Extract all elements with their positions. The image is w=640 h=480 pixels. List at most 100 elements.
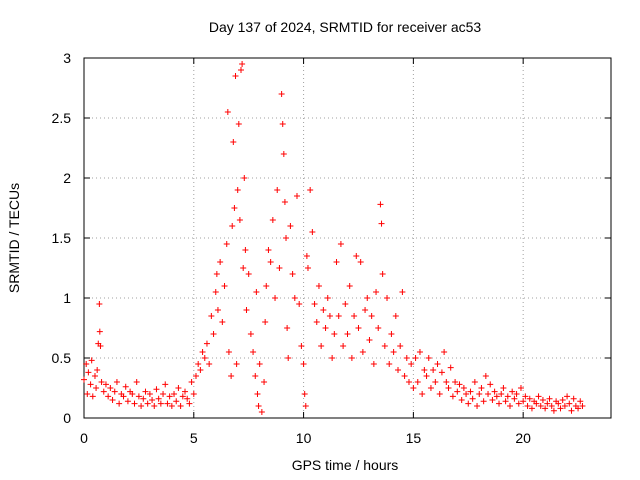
data-point bbox=[238, 67, 245, 73]
data-point bbox=[432, 379, 439, 385]
data-point bbox=[355, 325, 362, 331]
data-point bbox=[267, 259, 274, 265]
x-tick-label: 20 bbox=[515, 430, 531, 446]
data-point bbox=[208, 313, 215, 319]
data-point bbox=[491, 388, 498, 395]
data-point bbox=[309, 229, 316, 235]
data-point bbox=[144, 400, 151, 407]
x-tick-label: 10 bbox=[296, 430, 312, 446]
grid bbox=[84, 58, 611, 418]
data-point bbox=[315, 283, 322, 289]
data-point bbox=[504, 393, 511, 400]
data-point bbox=[233, 361, 240, 367]
data-point bbox=[362, 307, 369, 313]
data-point bbox=[377, 201, 384, 208]
y-tick-label: 1.5 bbox=[52, 230, 72, 246]
data-point bbox=[357, 259, 364, 265]
data-point bbox=[252, 373, 259, 379]
data-point bbox=[550, 407, 557, 414]
data-point bbox=[324, 295, 331, 301]
data-point bbox=[269, 217, 276, 223]
data-point bbox=[240, 265, 247, 271]
data-point bbox=[443, 379, 450, 385]
data-point bbox=[188, 379, 195, 385]
data-point bbox=[206, 361, 213, 367]
data-point bbox=[278, 91, 285, 97]
data-point bbox=[313, 319, 320, 325]
data-point bbox=[401, 373, 408, 379]
data-point bbox=[320, 307, 327, 313]
data-point bbox=[131, 400, 138, 407]
data-point bbox=[403, 355, 410, 361]
data-point bbox=[122, 383, 129, 390]
data-point bbox=[564, 393, 571, 400]
data-point bbox=[476, 391, 483, 397]
data-point bbox=[111, 388, 118, 395]
data-point bbox=[186, 400, 193, 407]
data-point bbox=[469, 395, 476, 402]
data-point bbox=[539, 397, 546, 403]
data-point bbox=[81, 376, 87, 383]
data-point bbox=[230, 139, 237, 145]
data-point bbox=[96, 301, 103, 307]
data-point bbox=[335, 313, 342, 319]
data-point bbox=[375, 325, 382, 331]
data-point bbox=[447, 364, 454, 371]
data-point bbox=[359, 349, 366, 355]
data-point bbox=[293, 193, 300, 199]
data-point bbox=[303, 253, 310, 259]
data-point bbox=[544, 400, 551, 407]
data-point bbox=[102, 381, 109, 388]
data-point bbox=[326, 313, 333, 319]
data-point bbox=[217, 259, 224, 265]
data-point bbox=[177, 403, 184, 409]
data-point bbox=[524, 403, 531, 409]
data-point bbox=[231, 205, 238, 211]
data-point bbox=[100, 388, 107, 395]
data-point bbox=[378, 220, 385, 227]
data-point bbox=[392, 313, 399, 319]
data-point bbox=[245, 271, 252, 277]
y-tick-label: 2.5 bbox=[52, 110, 72, 126]
data-point bbox=[88, 357, 95, 364]
data-point bbox=[247, 331, 254, 337]
data-point bbox=[274, 187, 281, 193]
data-point bbox=[241, 175, 248, 181]
data-point bbox=[199, 349, 206, 355]
data-point bbox=[190, 391, 197, 397]
data-point bbox=[214, 307, 221, 313]
data-point bbox=[370, 361, 377, 367]
data-point bbox=[526, 395, 533, 402]
y-tick-label: 0.5 bbox=[52, 350, 72, 366]
data-point bbox=[405, 379, 412, 385]
data-point bbox=[436, 391, 443, 397]
data-point bbox=[255, 403, 262, 409]
data-point bbox=[182, 388, 189, 395]
data-point bbox=[502, 398, 509, 405]
data-point bbox=[224, 109, 231, 115]
data-point bbox=[465, 400, 472, 407]
data-point bbox=[478, 385, 485, 391]
data-point bbox=[87, 381, 94, 388]
data-point bbox=[281, 199, 288, 205]
data-point bbox=[85, 369, 92, 376]
data-point bbox=[511, 395, 518, 402]
data-point bbox=[471, 379, 478, 385]
data-point bbox=[520, 398, 527, 405]
data-point bbox=[386, 361, 393, 367]
data-point bbox=[285, 355, 292, 361]
data-point bbox=[390, 349, 397, 355]
data-point bbox=[485, 391, 492, 397]
data-point bbox=[482, 373, 489, 379]
data-point bbox=[149, 397, 156, 403]
data-point bbox=[284, 325, 291, 331]
data-point bbox=[120, 393, 127, 400]
data-point bbox=[300, 361, 307, 367]
data-point bbox=[515, 400, 522, 407]
y-tick-label: 2 bbox=[63, 170, 71, 186]
data-point bbox=[379, 271, 386, 277]
data-point bbox=[566, 400, 573, 407]
data-point bbox=[570, 395, 577, 402]
data-point bbox=[171, 391, 178, 397]
